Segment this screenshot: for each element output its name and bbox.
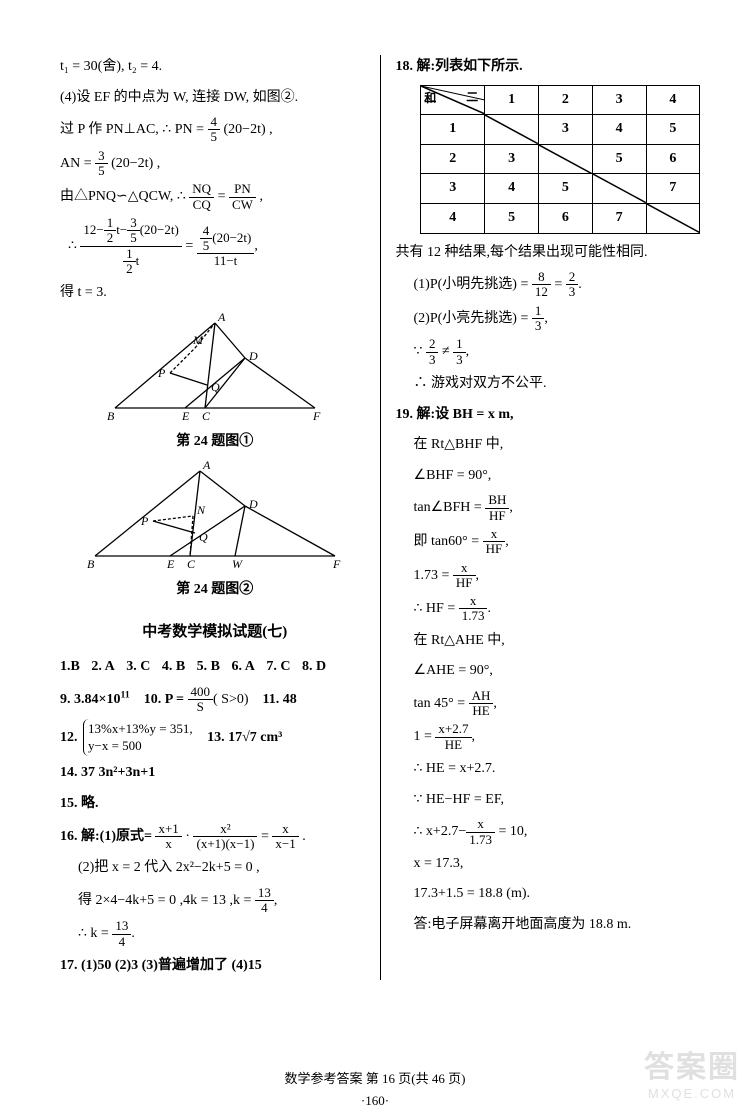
text-line: ∴ HE = x+2.7. — [396, 756, 725, 783]
text-line: 1 = x+2.7HE, — [396, 722, 725, 752]
text-line: ∵ 23 ≠ 13, — [396, 337, 725, 367]
answer-line: 得 2×4−4k+5 = 0 ,4k = 13 ,k = 134, — [60, 886, 370, 916]
watermark: 答案圈 MXQE.COM — [644, 1042, 740, 1101]
big-equation: ∴ 12−12t−35(20−2t) 12t = 45(20−2t) 11−t … — [60, 216, 370, 276]
figure-caption: 第 24 题图② — [60, 577, 370, 604]
svg-text:D: D — [248, 349, 258, 363]
page: t₁ = 30(舍), t₂ = 4. (4)设 EF 的中点为 W, 连接 D… — [0, 0, 750, 1050]
svg-text:B: B — [107, 409, 115, 423]
fraction: 45(20−2t) 11−t — [197, 224, 255, 269]
svg-text:N: N — [196, 503, 206, 517]
text-line: ∵ HE−HF = EF, — [396, 787, 725, 814]
text-line: ∴ x+2.7−x1.73 = 10, — [396, 817, 725, 847]
text-line: (4)设 EF 的中点为 W, 连接 DW, 如图②. — [60, 85, 370, 112]
text-line: 答:电子屏幕离开地面高度为 18.8 m. — [396, 912, 725, 939]
text-line: (1)P(小明先挑选) = 812 = 23. — [396, 270, 725, 300]
page-number: ·160· — [0, 1093, 750, 1109]
text-line: AN = 35 (20−2t) , — [60, 149, 370, 179]
brace-system: 13%x+13%y = 351, y−x = 500 — [83, 719, 197, 757]
svg-text:A: A — [217, 313, 226, 324]
text-line: x = 17.3, — [396, 851, 725, 878]
svg-text:A: A — [202, 461, 211, 472]
text-line: 得 t = 3. — [60, 280, 370, 307]
text-line: ∴ 游戏对双方不公平. — [396, 371, 725, 398]
svg-text:Q: Q — [199, 530, 208, 544]
page-footer: 数学参考答案 第 16 页(共 46 页) — [0, 1068, 750, 1087]
text-line: 过 P 作 PN⊥AC, ∴ PN = 45 (20−2t) , — [60, 115, 370, 145]
text-line: 17.3+1.5 = 18.8 (m). — [396, 881, 725, 908]
watermark-url: MXQE.COM — [648, 1086, 736, 1101]
answer-row: 1.B 2. A 3. C 4. B 5. B 6. A 7. C 8. D — [60, 654, 370, 681]
answer-line: 9. 3.84×1011 10. P = 400S( S>0) 11. 48 — [60, 685, 370, 715]
right-column: 18. 解:列表如下所示. 和二一12341345235634574567 共有… — [381, 50, 730, 980]
text-line: (2)P(小亮先挑选) = 13, — [396, 304, 725, 334]
answer-line: 12. 13%x+13%y = 351, y−x = 500 13. 17√7 … — [60, 719, 370, 757]
text: (20−2t) , — [111, 156, 160, 171]
answer-line: 16. 解:(1)原式= x+1x · x²(x+1)(x−1) = xx−1 … — [60, 822, 370, 852]
answer-line: 17. (1)50 (2)3 (3)普遍增加了 (4)15 — [60, 953, 370, 980]
text-line: ∠BHF = 90°, — [396, 463, 725, 490]
figure-24-1: B EC F A D P M Q — [105, 313, 325, 423]
svg-text:F: F — [312, 409, 321, 423]
svg-text:P: P — [140, 514, 149, 528]
fraction: NQCQ — [189, 182, 214, 212]
answer-line: ∴ k = 134. — [60, 919, 370, 949]
svg-text:F: F — [332, 557, 341, 571]
svg-text:M: M — [192, 333, 204, 347]
figure-24-2: B EC W F A D P NQ — [85, 461, 345, 571]
probability-table: 和二一12341345235634574567 — [420, 85, 700, 234]
text-line: ∴ HF = x1.73. — [396, 594, 725, 624]
text-line: 共有 12 种结果,每个结果出现可能性相同. — [396, 240, 725, 267]
text: AN = — [60, 156, 95, 171]
svg-text:W: W — [232, 557, 243, 571]
text: 由△PNQ∽△QCW, ∴ — [60, 189, 189, 204]
section-title: 中考数学模拟试题(七) — [60, 618, 370, 647]
text-line: 1.73 = xHF, — [396, 561, 725, 591]
text-line: 18. 解:列表如下所示. — [396, 54, 725, 81]
fraction: 12−12t−35(20−2t) 12t — [80, 216, 181, 276]
answer-line: 15. 略. — [60, 791, 370, 818]
text-line: 在 Rt△BHF 中, — [396, 432, 725, 459]
fraction: PNCW — [229, 182, 256, 212]
text-line: 即 tan60° = xHF, — [396, 527, 725, 557]
svg-text:E: E — [181, 409, 190, 423]
answer-line: 14. 37 3n²+3n+1 — [60, 760, 370, 787]
figure-caption: 第 24 题图① — [60, 429, 370, 456]
svg-text:P: P — [157, 366, 166, 380]
text: 过 P 作 PN⊥AC, ∴ PN = — [60, 122, 208, 137]
watermark-chars: 答案圈 — [644, 1042, 740, 1086]
text-line: 在 Rt△AHE 中, — [396, 628, 725, 655]
left-column: t₁ = 30(舍), t₂ = 4. (4)设 EF 的中点为 W, 连接 D… — [30, 50, 380, 980]
text: = — [218, 189, 229, 204]
fraction: 400S — [188, 685, 214, 715]
svg-text:C: C — [187, 557, 196, 571]
fraction: 35 — [95, 149, 108, 179]
text-line: 19. 解:设 BH = x m, — [396, 402, 725, 429]
text-line: 由△PNQ∽△QCW, ∴ NQCQ = PNCW , — [60, 182, 370, 212]
text-line: ∠AHE = 90°, — [396, 658, 725, 685]
text-line: tan 45° = AHHE, — [396, 689, 725, 719]
text: (20−2t) , — [224, 122, 273, 137]
svg-text:B: B — [87, 557, 95, 571]
svg-text:D: D — [248, 497, 258, 511]
text-line: tan∠BFH = BHHF, — [396, 493, 725, 523]
fraction: 45 — [208, 115, 221, 145]
text-line: t₁ = 30(舍), t₂ = 4. — [60, 54, 370, 81]
text: , — [259, 189, 263, 204]
svg-text:E: E — [166, 557, 175, 571]
svg-text:Q: Q — [211, 380, 220, 394]
svg-text:C: C — [202, 409, 211, 423]
answer-line: (2)把 x = 2 代入 2x²−2k+5 = 0 , — [60, 855, 370, 882]
